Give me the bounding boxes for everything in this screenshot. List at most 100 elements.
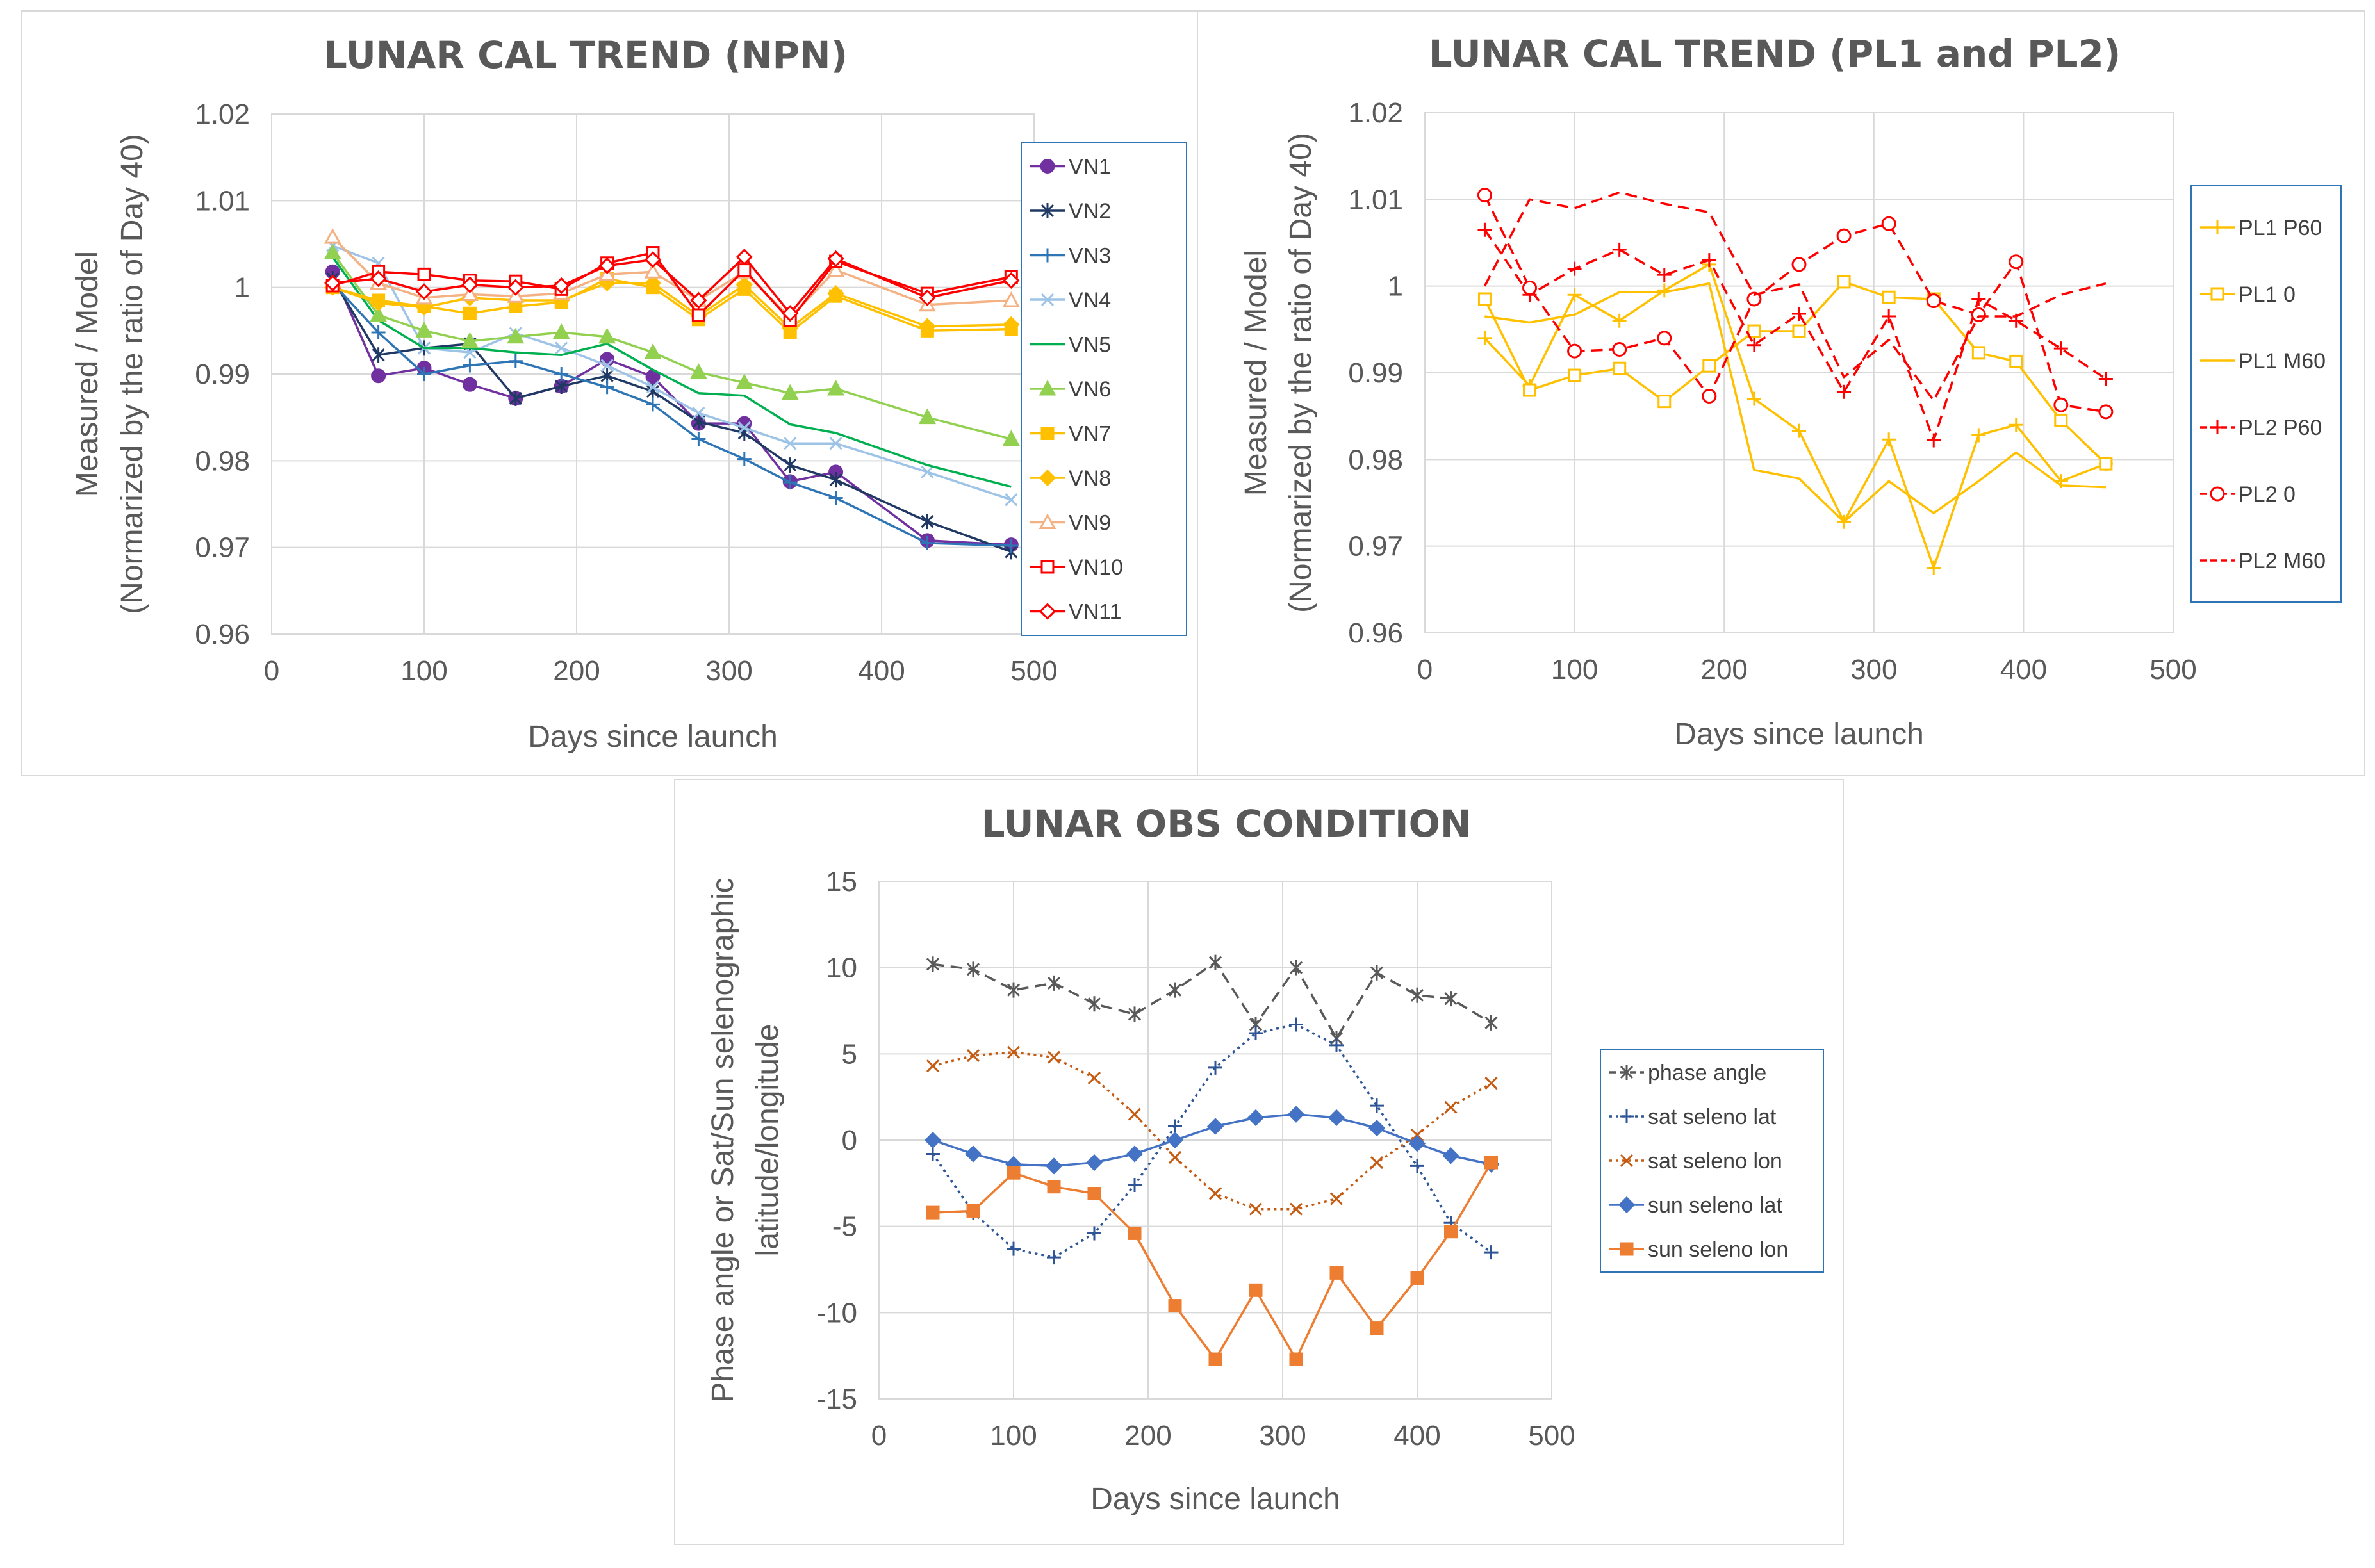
data-point [415,322,433,338]
chart-title: LUNAR CAL TREND (PL1 and PL2) [1429,32,2121,76]
data-point [1523,383,1537,397]
data-point [1484,1245,1499,1260]
series-pl1-m60 [1484,282,2106,523]
legend-marker [1040,203,1055,218]
legend-marker [1620,1109,1634,1123]
data-point [598,257,616,274]
data-point [1007,1045,1021,1059]
data-point [462,377,477,392]
data-point [966,1049,980,1063]
series-pl2-0 [1477,188,2114,420]
series-sun-seleno-lon [926,1156,1498,1366]
data-point [461,285,479,301]
data-point [1128,1006,1142,1022]
chart-panel-npn: LUNAR CAL TREND (NPN) 0 100 200 300 400 500 0.9… [21,10,1198,776]
data-point [1522,280,1538,295]
legend-label: phase angle [1648,1061,1766,1085]
data-point [507,279,524,296]
data-point [1746,338,1761,352]
data-point [646,380,660,394]
data-point [646,397,660,412]
data-point [508,354,523,368]
data-point [644,343,662,359]
data-point [371,325,386,340]
data-point [1927,433,1941,448]
legend-marker [1039,379,1056,396]
x-tick-label: 200 [1124,1420,1171,1451]
data-point [1289,1202,1303,1216]
data-point [926,1059,940,1073]
y-tick-label: -15 [816,1384,857,1415]
data-point [1289,960,1303,976]
data-point [2053,341,2068,356]
data-point [919,318,936,335]
data-point [784,457,797,473]
y-tick-label: 1.01 [195,185,250,216]
data-point [644,251,662,268]
legend-label: sun seleno lon [1648,1237,1788,1262]
x-tick-label: 100 [400,655,447,687]
legend-marker [1040,560,1055,574]
legend-label: VN1 [1069,155,1111,179]
data-point [1329,1266,1344,1280]
data-point [921,514,934,530]
y-tick-label: 0.99 [195,359,250,390]
data-point [1126,1145,1144,1163]
x-tick-label: 0 [871,1420,887,1451]
data-point [1368,1120,1386,1137]
x-tick-label: 300 [1850,654,1897,685]
data-point [1836,228,1852,243]
data-point [2009,254,2024,270]
data-point [1444,1225,1458,1239]
y-tick-label: 0.96 [195,619,250,650]
x-tick-label: 400 [858,655,905,687]
data-point [1370,1156,1384,1170]
data-point [827,261,845,277]
data-point [1289,1352,1303,1366]
data-point [1792,423,1806,438]
data-point [1003,316,1020,333]
legend-label: VN4 [1069,288,1111,313]
data-point [324,274,341,292]
data-point [828,491,843,505]
legend-label: VN11 [1069,600,1122,625]
x-tick-label: 500 [2149,654,2196,685]
data-point [736,249,753,266]
data-point [1477,292,1492,306]
data-point [1247,1109,1265,1127]
data-point [2098,372,2113,386]
legend-marker [2210,420,2224,434]
series-line [331,256,1012,488]
data-point [1881,216,1896,231]
data-point [417,267,431,281]
y-tick-label: 5 [842,1038,857,1070]
x-tick-label: 300 [705,655,752,687]
legend-label: PL1 0 [2239,282,2296,307]
x-tick-label: 100 [990,1420,1037,1451]
x-tick-label: 100 [1551,654,1598,685]
data-point [1327,1109,1345,1127]
series-sat-seleno-lon [926,1045,1498,1216]
data-point [2009,354,2023,368]
data-point [1747,324,1761,338]
data-point [1410,1159,1424,1173]
data-point [827,285,844,302]
data-point [1007,1166,1021,1180]
data-point [598,327,616,344]
chart-svg-2: LUNAR CAL TREND (PL1 and PL2) 0 100 200 300 4… [1239,32,2342,751]
data-point [2099,457,2113,471]
data-point [966,961,980,977]
legend-label: VN3 [1069,244,1111,268]
legend-label: VN2 [1069,199,1111,224]
y-axis-label-secondary: latitude/longitude [751,1024,785,1257]
data-point [1287,1106,1305,1123]
data-point [600,380,614,395]
data-point [2098,404,2114,420]
data-point [829,437,842,450]
data-point [921,465,934,478]
data-point [1007,982,1021,998]
data-point [1168,1299,1182,1313]
data-point [1927,560,1941,575]
series-line [333,256,1012,315]
data-point [1613,361,1627,375]
